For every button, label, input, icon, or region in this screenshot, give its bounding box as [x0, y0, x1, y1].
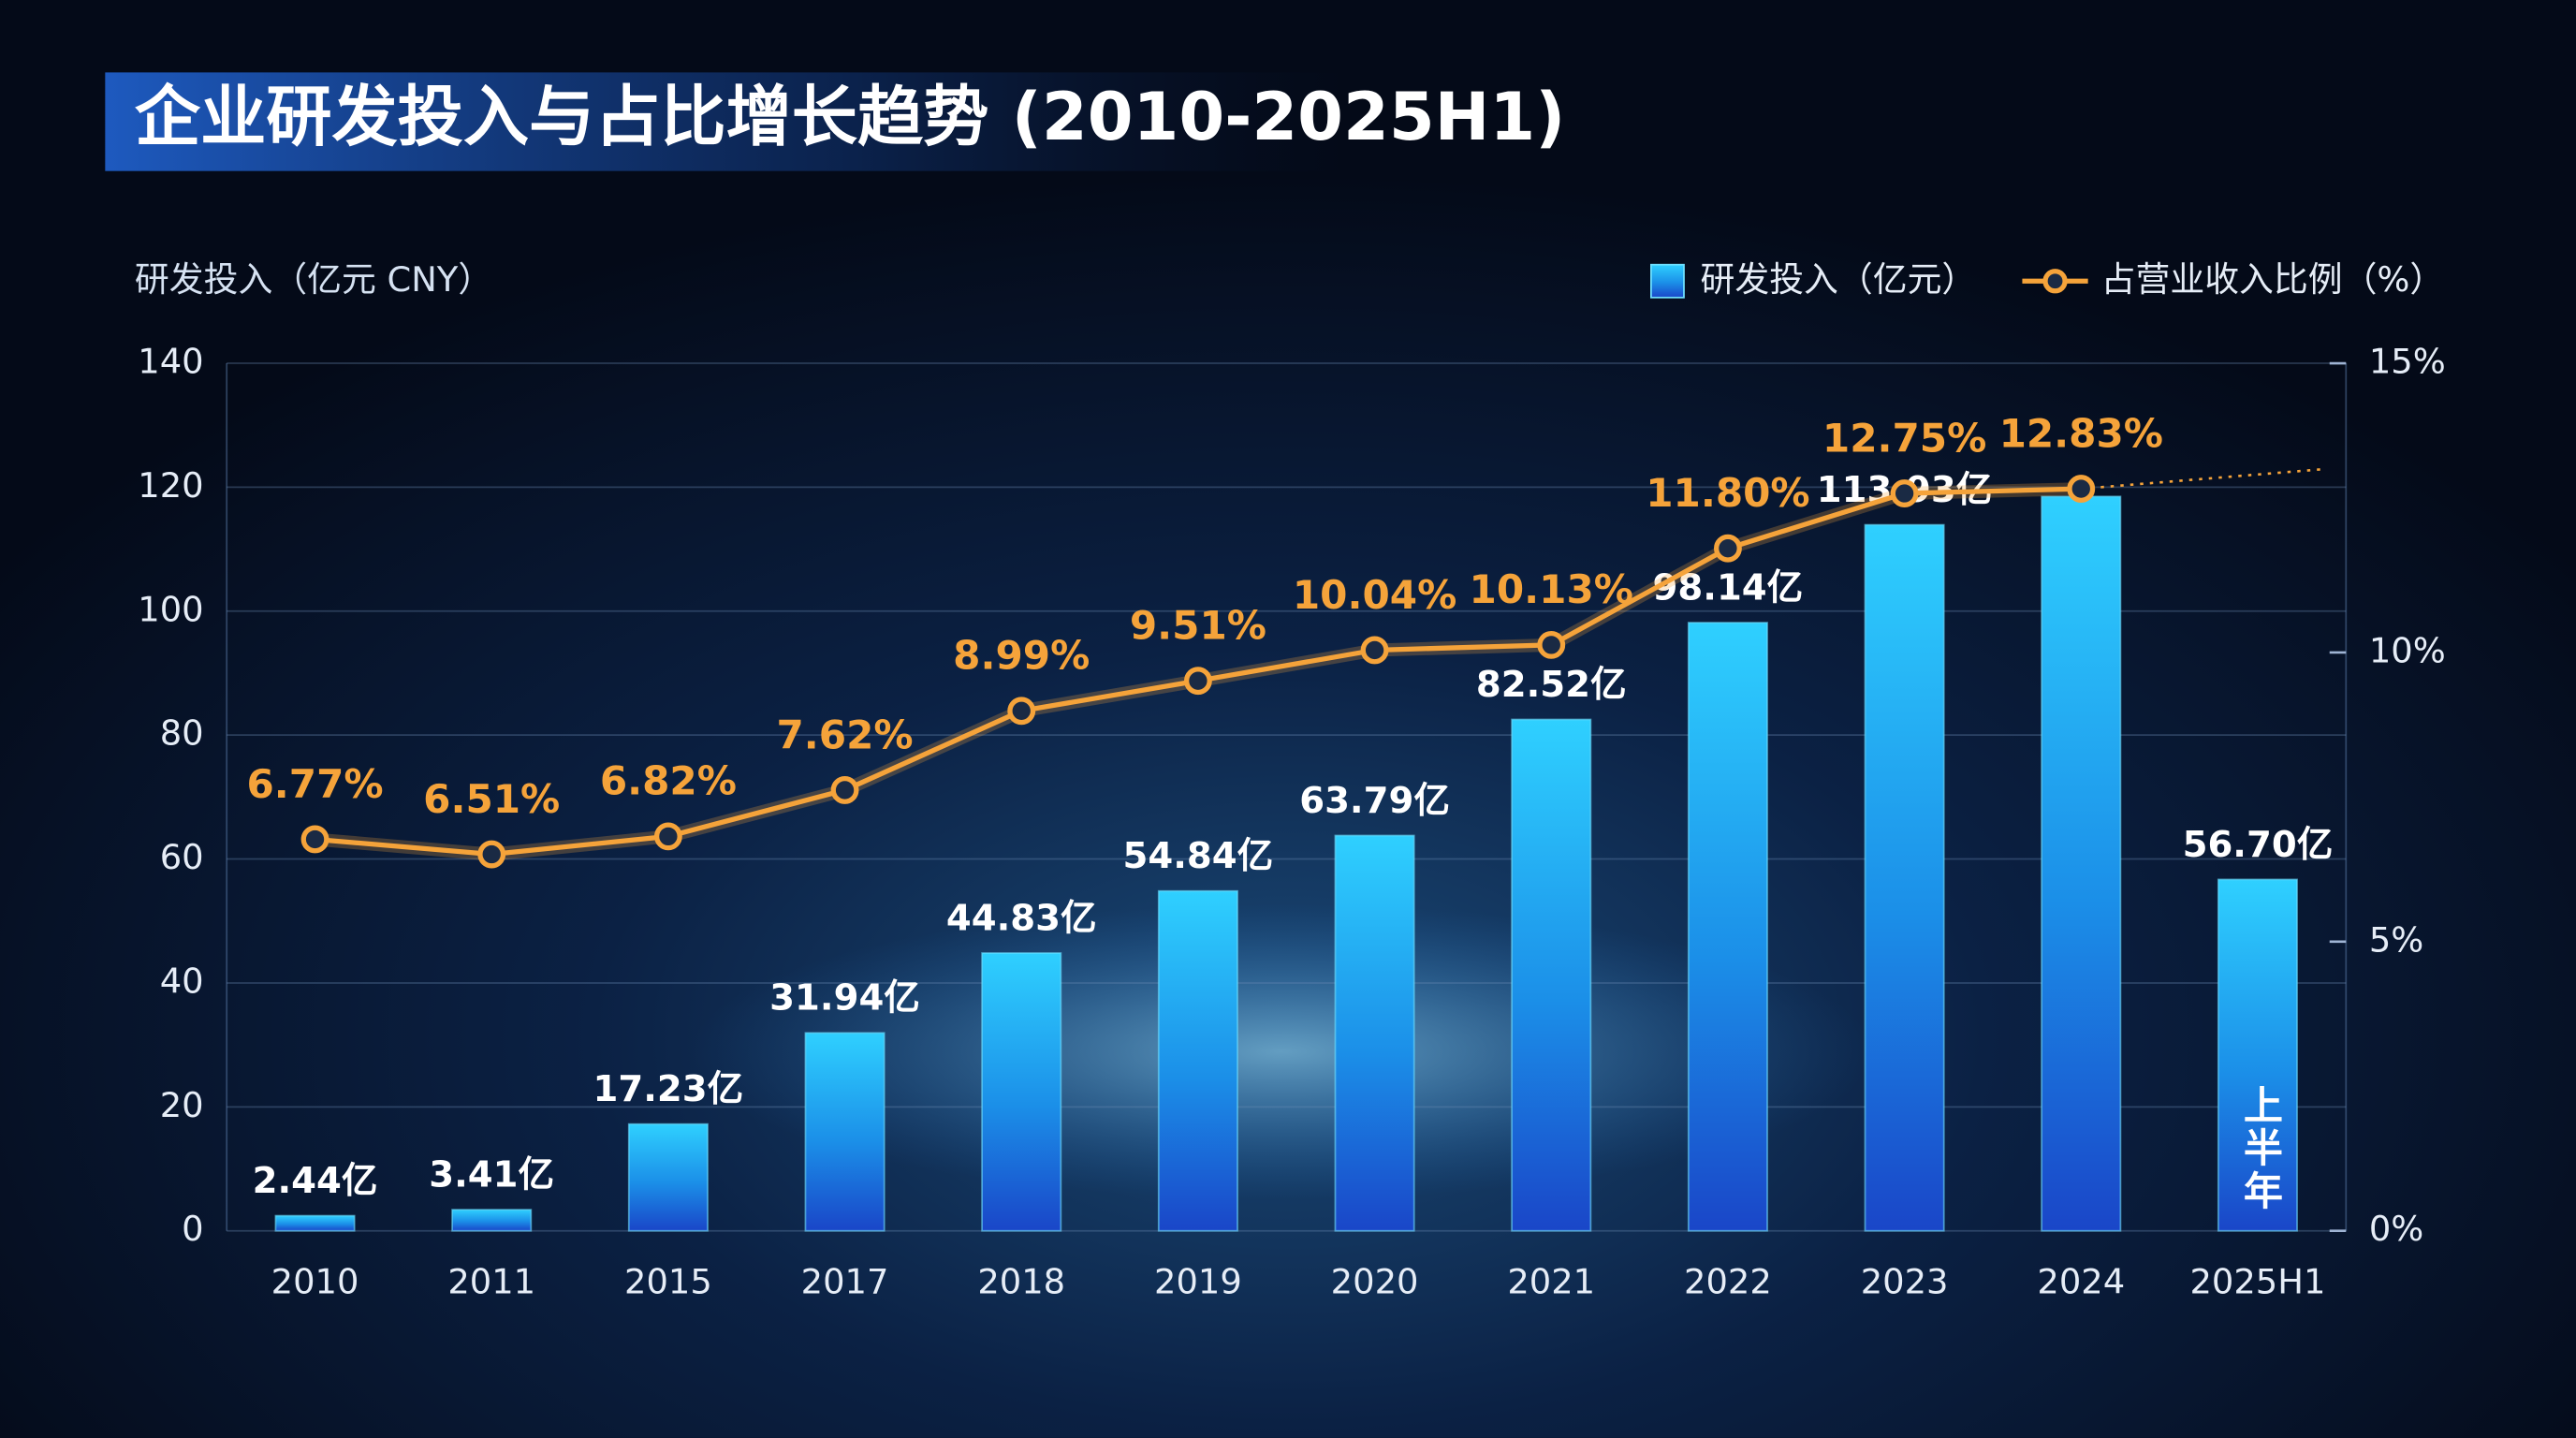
line-point	[2067, 475, 2096, 504]
x-tick-label: 2011	[447, 1261, 535, 1301]
line-point	[1183, 667, 1212, 696]
line-value-label: 12.83%	[1999, 410, 2163, 456]
chart-title: 企业研发投入与占比增长趋势 (2010-2025H1)	[135, 79, 1565, 155]
bar	[627, 1123, 709, 1232]
x-tick-label: 2023	[1861, 1261, 1949, 1301]
trend-extension	[2081, 467, 2325, 491]
bar-value-label: 44.83亿	[946, 897, 1097, 939]
x-tick-label: 2020	[1331, 1261, 1419, 1301]
y-tick-label: 20	[160, 1085, 204, 1125]
y-tick-label: 120	[138, 465, 203, 506]
x-tick-label: 2017	[801, 1261, 889, 1301]
line-point	[1007, 697, 1036, 726]
y-tick-label: 40	[160, 961, 204, 1001]
legend-label: 研发投入（亿元）	[1701, 259, 1977, 300]
bar-value-label: 82.52亿	[1476, 664, 1627, 706]
bar	[1864, 523, 1945, 1232]
title-band	[105, 72, 1354, 171]
bar	[1334, 834, 1415, 1232]
line-point	[1360, 636, 1389, 665]
x-tick-label: 2022	[1684, 1261, 1772, 1301]
line-value-label: 6.51%	[423, 776, 560, 822]
x-tick-label: 2010	[271, 1261, 359, 1301]
y2-tick-label: 5%	[2369, 919, 2423, 960]
y2-tick-label: 15%	[2369, 342, 2446, 382]
x-tick-label: 2021	[1507, 1261, 1595, 1301]
y2-tick-label: 10%	[2369, 630, 2446, 670]
x-tick-label: 2024	[2037, 1261, 2125, 1301]
bar	[2041, 495, 2122, 1232]
line-value-label: 10.04%	[1293, 572, 1456, 618]
line-value-label: 10.13%	[1470, 566, 1633, 612]
bar	[1511, 718, 1592, 1232]
y-tick-label: 80	[160, 713, 204, 754]
bar-value-label: 56.70亿	[2183, 824, 2334, 866]
y-tick-label: 140	[138, 342, 203, 382]
line-point	[1714, 534, 1742, 563]
bar-value-label: 54.84亿	[1123, 835, 1274, 877]
bar	[1157, 889, 1238, 1232]
bar	[2217, 878, 2298, 1232]
bar	[274, 1214, 356, 1232]
line-point	[300, 825, 329, 854]
line-value-label: 7.62%	[777, 712, 914, 757]
bar-value-label: 3.41亿	[429, 1154, 554, 1196]
legend-swatch	[1650, 263, 1685, 299]
legend: 研发投入（亿元） 占营业收入比例（%）	[1650, 259, 2445, 300]
y-tick-label: 100	[138, 589, 203, 629]
bar	[981, 952, 1062, 1232]
x-tick-label: 2018	[977, 1261, 1065, 1301]
line-value-label: 12.75%	[1822, 415, 1986, 461]
line-point	[477, 840, 506, 869]
line-point	[1890, 479, 1919, 507]
legend-swatch-point	[2042, 269, 2068, 294]
line-value-label: 9.51%	[1130, 603, 1266, 649]
bar-annotation: 上半年	[2237, 1085, 2283, 1213]
line-value-label: 6.82%	[600, 758, 737, 804]
line-value-label: 11.80%	[1646, 470, 1809, 516]
line-value-label: 8.99%	[953, 633, 1090, 679]
bar-value-label: 63.79亿	[1299, 780, 1450, 822]
bar	[804, 1032, 886, 1232]
y-tick-label: 0	[182, 1209, 203, 1249]
legend-label: 占营业收入比例（%）	[2101, 259, 2445, 300]
y2-tick-label: 0%	[2369, 1209, 2423, 1249]
bar-value-label: 2.44亿	[253, 1160, 378, 1202]
line-value-label: 6.77%	[246, 761, 383, 807]
line-point	[830, 776, 859, 804]
bar-value-label: 17.23亿	[593, 1068, 744, 1110]
bar	[1687, 622, 1768, 1232]
x-tick-label: 2025H1	[2189, 1261, 2325, 1301]
x-tick-label: 2015	[624, 1261, 712, 1301]
line-point	[1537, 630, 1566, 659]
line-point	[653, 822, 682, 851]
bar-value-label: 31.94亿	[769, 977, 920, 1020]
y-tick-label: 60	[160, 837, 204, 877]
bar	[451, 1209, 533, 1232]
x-tick-label: 2019	[1154, 1261, 1242, 1301]
y-axis-label: 研发投入（亿元 CNY）	[135, 259, 492, 300]
